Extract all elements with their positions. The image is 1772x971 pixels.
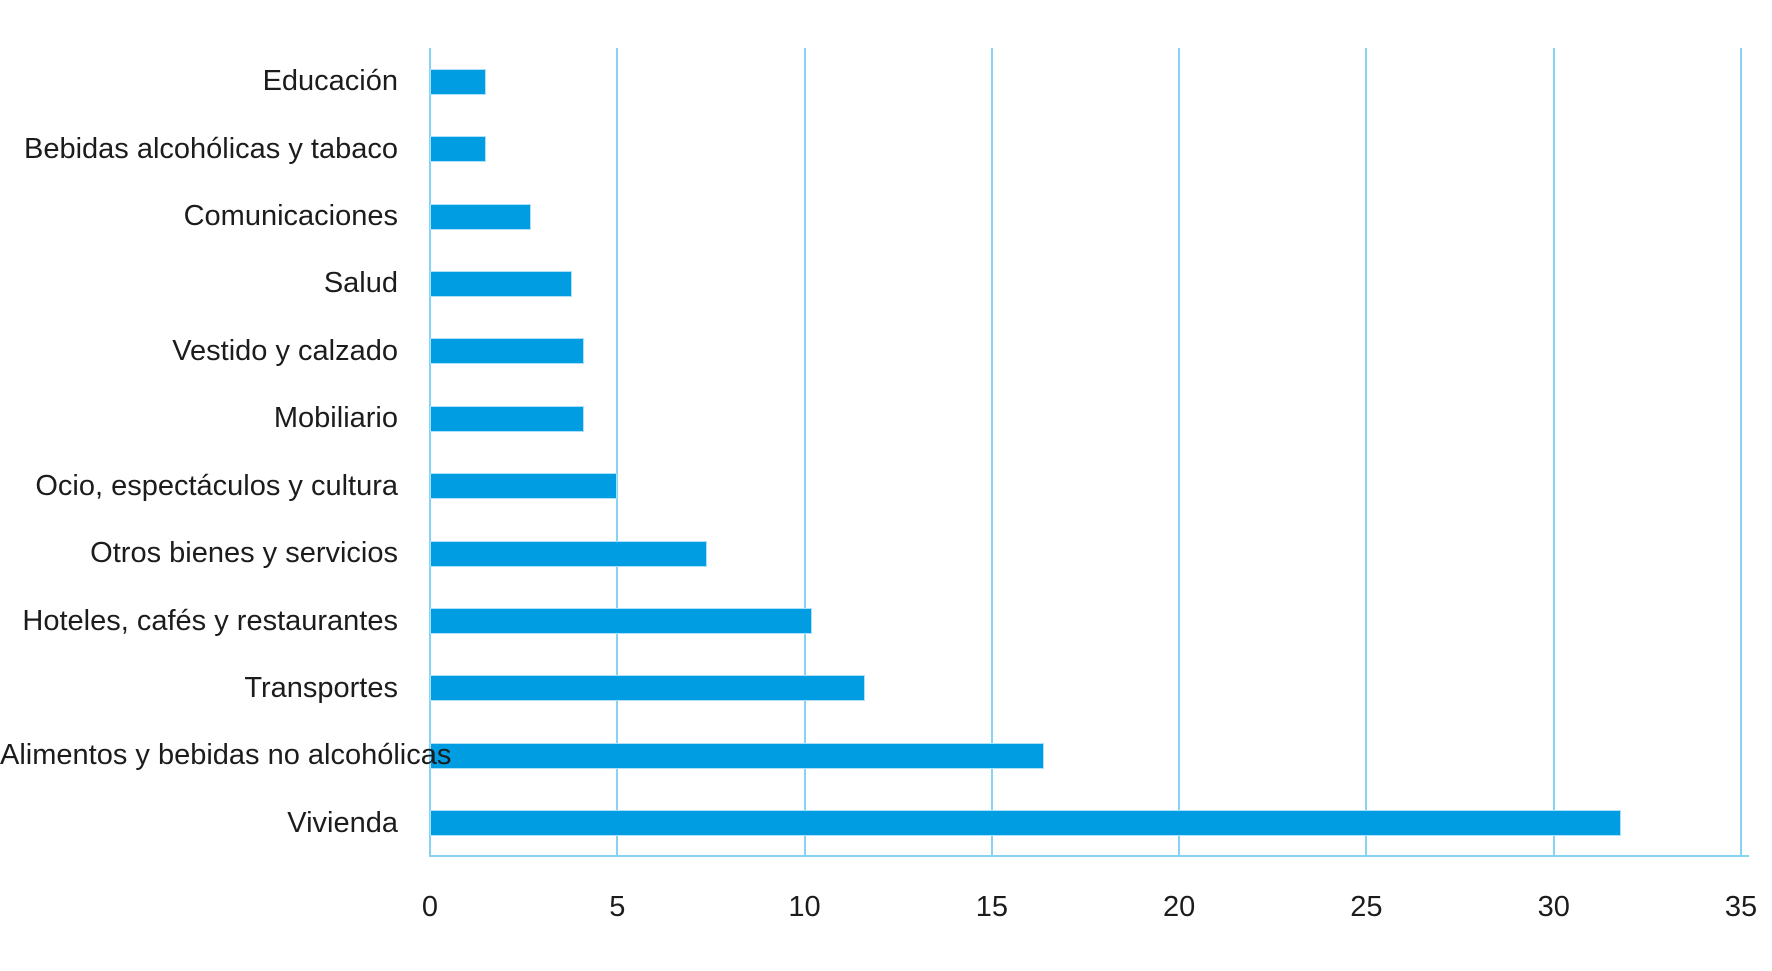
category-label-3: Salud	[323, 267, 398, 300]
bar-2	[430, 203, 532, 230]
gridline-x-25	[1365, 48, 1368, 857]
bar-7	[430, 540, 708, 567]
gridline-x-15	[990, 48, 993, 857]
category-label-2: Comunicaciones	[183, 200, 398, 233]
bar-9	[430, 675, 865, 702]
category-label-1: Bebidas alcohólicas y tabaco	[23, 132, 398, 165]
bar-5	[430, 405, 584, 432]
gridline-x-20	[1178, 48, 1181, 857]
gridline-x-35	[1740, 48, 1742, 857]
bar-11	[430, 810, 1622, 837]
x-tick-label-10: 10	[788, 891, 821, 923]
x-tick-label-20: 20	[1163, 891, 1196, 923]
bar-8	[430, 608, 813, 635]
bar-1	[430, 136, 487, 163]
gridline-x-30	[1552, 48, 1555, 857]
x-tick-label-35: 35	[1724, 891, 1758, 923]
gridline-x-5	[616, 48, 619, 857]
category-label-5: Mobiliario	[273, 402, 398, 435]
category-label-8: Hoteles, cafés y restaurantes	[22, 604, 398, 637]
category-label-7: Otros bienes y servicios	[90, 537, 398, 570]
gridline-x-10	[803, 48, 806, 857]
plot-area	[429, 48, 1749, 857]
bar-0	[430, 68, 487, 95]
category-label-6: Ocio, espectáculos y cultura	[35, 469, 398, 502]
x-tick-label-15: 15	[975, 891, 1008, 923]
x-tick-label-30: 30	[1537, 891, 1570, 923]
gridline-x-0	[429, 48, 431, 857]
category-label-11: Vivienda	[287, 806, 398, 839]
category-label-9: Transportes	[244, 671, 398, 704]
bar-4	[430, 338, 584, 365]
bar-10	[430, 742, 1045, 769]
x-axis-line	[430, 855, 1749, 857]
category-label-10: Alimentos y bebidas no alcohólicas	[0, 739, 452, 772]
bar-3	[430, 270, 573, 297]
x-tick-label-25: 25	[1350, 891, 1383, 923]
x-tick-label-0: 0	[421, 891, 439, 923]
bar-6	[430, 473, 618, 500]
x-tick-label-5: 5	[609, 891, 626, 923]
category-label-0: Educación	[262, 65, 398, 98]
category-label-4: Vestido y calzado	[172, 334, 398, 367]
